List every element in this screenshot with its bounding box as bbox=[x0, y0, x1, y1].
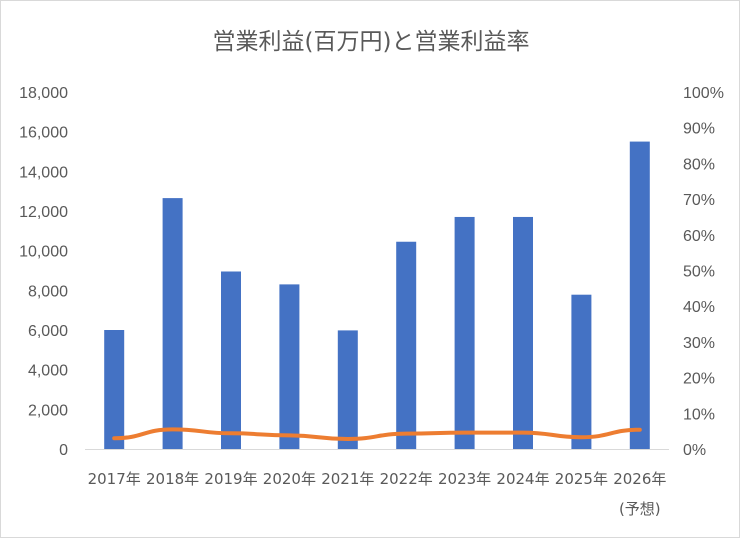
y2-tick-label: 30% bbox=[683, 335, 715, 352]
x-tick-label: 2017年 bbox=[88, 470, 141, 488]
y-tick-label: 8,000 bbox=[28, 283, 68, 300]
x-tick-label: 2019年 bbox=[204, 470, 257, 488]
y2-tick-label: 90% bbox=[683, 121, 715, 138]
bar-series bbox=[104, 142, 650, 449]
bar-2 bbox=[163, 198, 183, 449]
y-tick-label: 6,000 bbox=[28, 323, 68, 340]
bar-4 bbox=[279, 284, 299, 449]
bar-8 bbox=[513, 217, 533, 449]
y2-tick-label: 60% bbox=[683, 228, 715, 245]
y-tick-label: 2,000 bbox=[28, 402, 68, 419]
line-path bbox=[114, 429, 640, 439]
y-tick-label: 0 bbox=[59, 442, 68, 459]
y2-tick-label: 10% bbox=[683, 406, 715, 423]
y-tick-label: 16,000 bbox=[19, 125, 68, 142]
x-tick-label: 2023年 bbox=[438, 470, 491, 488]
x-tick-label: 2022年 bbox=[380, 470, 433, 488]
y-tick-label: 10,000 bbox=[19, 244, 68, 261]
y2-tick-label: 40% bbox=[683, 299, 715, 316]
x-tick-label: 2024年 bbox=[496, 470, 549, 488]
x-tick-label: 2021年 bbox=[321, 470, 374, 488]
bar-5 bbox=[338, 330, 358, 449]
y2-tick-label: 50% bbox=[683, 264, 715, 281]
x-tick-label: 2020年 bbox=[263, 470, 316, 488]
bar-9 bbox=[571, 295, 591, 449]
bar-3 bbox=[221, 271, 241, 449]
y-tick-label: 14,000 bbox=[19, 164, 68, 181]
x-tick-label: 2026年 bbox=[613, 470, 666, 488]
y-tick-label: 18,000 bbox=[19, 85, 68, 102]
y-tick-label: 4,000 bbox=[28, 363, 68, 380]
x-axis: 2017年 2018年 2019年 2020年 2021年 2022年 2023年 2024年… bbox=[88, 470, 667, 518]
y-tick-label: 12,000 bbox=[19, 204, 68, 221]
y2-tick-label: 20% bbox=[683, 371, 715, 388]
y2-tick-label: 80% bbox=[683, 156, 715, 173]
bar-6 bbox=[396, 242, 416, 449]
x-tick-label: 2025年 bbox=[555, 470, 608, 488]
bar-1 bbox=[104, 330, 124, 449]
y2-tick-label: 100% bbox=[683, 85, 724, 102]
bar-7 bbox=[455, 217, 475, 449]
y-axis-right: 0% 10% 20% 30% 40% 50% 60% 70% 80% 90% 100% bbox=[683, 85, 724, 459]
y-axis-left: 0 2,000 4,000 6,000 8,000 10,000 12,000 14,000 1… bbox=[19, 85, 68, 459]
bar-10 bbox=[630, 142, 650, 449]
y2-tick-label: 0% bbox=[683, 442, 706, 459]
line-series bbox=[114, 429, 640, 439]
y2-tick-label: 70% bbox=[683, 192, 715, 209]
x-tick-label: 2018年 bbox=[146, 470, 199, 488]
x-tick-note: (予想) bbox=[619, 500, 661, 518]
chart-title: 営業利益(百万円)と営業利益率 bbox=[213, 29, 530, 55]
